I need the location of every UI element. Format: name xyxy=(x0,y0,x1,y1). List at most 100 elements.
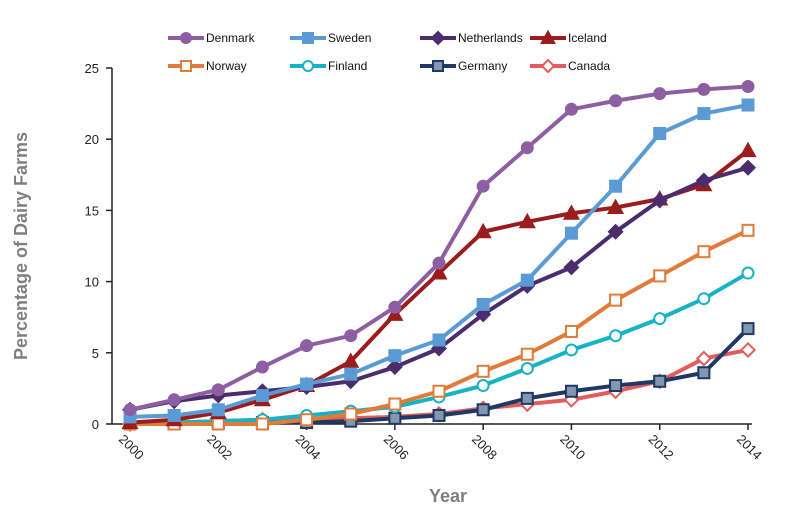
legend-label: Finland xyxy=(328,59,367,73)
data-point-denmark xyxy=(520,141,534,155)
data-point-sweden xyxy=(432,333,446,347)
data-point-sweden xyxy=(476,297,490,311)
legend-item-iceland: Iceland xyxy=(530,29,607,45)
data-point-denmark xyxy=(609,94,623,108)
legend-item-denmark: Denmark xyxy=(168,31,256,45)
data-point-netherlands xyxy=(651,192,668,209)
data-point-norway xyxy=(564,324,578,338)
data-point-denmark xyxy=(211,383,225,397)
legend-item-sweden: Sweden xyxy=(290,31,371,45)
data-point-norway xyxy=(300,413,314,427)
legend-label: Iceland xyxy=(568,31,607,45)
y-tick-label: 5 xyxy=(92,346,99,361)
data-point-germany xyxy=(520,391,534,405)
y-tick-label: 15 xyxy=(85,203,99,218)
legend-label: Denmark xyxy=(206,31,256,45)
legend-swatch-marker xyxy=(430,30,446,46)
x-tick-label: 2006 xyxy=(381,432,412,463)
series-denmark xyxy=(123,80,755,417)
data-point-germany xyxy=(432,408,446,422)
x-tick-label: 2004 xyxy=(292,432,323,463)
axes xyxy=(111,68,752,425)
data-point-sweden xyxy=(741,98,755,112)
legend-swatch-marker xyxy=(302,60,314,72)
data-point-norway xyxy=(653,269,667,283)
data-point-denmark xyxy=(388,300,402,314)
legend-item-netherlands: Netherlands xyxy=(420,30,523,46)
data-point-sweden xyxy=(653,127,667,141)
data-point-germany xyxy=(609,379,623,393)
data-point-germany xyxy=(741,322,755,336)
data-point-finland xyxy=(653,312,667,326)
y-tick-label: 25 xyxy=(85,61,99,76)
data-point-sweden xyxy=(388,349,402,363)
data-point-norway xyxy=(388,397,402,411)
data-point-norway xyxy=(520,347,534,361)
data-point-canada xyxy=(739,341,757,358)
data-point-norway xyxy=(432,384,446,398)
data-point-sweden xyxy=(300,377,314,391)
legend-item-finland: Finland xyxy=(290,59,367,73)
x-tick-label: 2008 xyxy=(469,432,500,463)
data-point-iceland xyxy=(606,198,625,215)
series-group xyxy=(121,80,757,433)
data-point-iceland xyxy=(342,352,360,368)
data-point-germany xyxy=(697,366,711,380)
data-point-canada xyxy=(695,350,712,367)
data-point-iceland xyxy=(562,204,581,220)
data-point-denmark xyxy=(432,256,446,270)
y-tick-label: 0 xyxy=(92,417,99,432)
data-point-denmark xyxy=(741,80,755,94)
data-point-finland xyxy=(476,379,490,393)
x-tick-label: 2014 xyxy=(734,432,765,463)
y-axis-title: Percentage of Dairy Farms xyxy=(11,132,31,360)
data-point-norway xyxy=(741,223,755,237)
data-point-denmark xyxy=(167,393,181,407)
legend-item-canada: Canada xyxy=(530,58,610,74)
data-point-netherlands xyxy=(386,359,403,376)
data-point-germany xyxy=(476,403,490,417)
data-point-sweden xyxy=(211,403,225,417)
data-point-norway xyxy=(609,293,623,307)
data-point-sweden xyxy=(255,389,269,403)
data-point-sweden xyxy=(609,179,623,193)
data-point-iceland xyxy=(518,212,536,229)
data-point-finland xyxy=(741,266,755,280)
data-point-denmark xyxy=(697,82,711,96)
legend-swatch-marker xyxy=(302,32,314,44)
legend-swatch-marker xyxy=(180,32,192,44)
data-point-norway xyxy=(211,417,225,431)
x-tick-label: 2010 xyxy=(557,432,588,463)
data-point-iceland xyxy=(474,222,492,239)
legend-item-norway: Norway xyxy=(168,59,247,73)
legend-label: Norway xyxy=(206,59,247,73)
data-point-finland xyxy=(609,329,623,343)
x-tick-label: 2002 xyxy=(204,432,235,463)
legend-label: Sweden xyxy=(328,31,371,45)
data-point-sweden xyxy=(167,408,181,422)
legend-label: Germany xyxy=(458,59,507,73)
data-point-finland xyxy=(520,361,534,375)
data-point-norway xyxy=(255,417,269,431)
data-point-netherlands xyxy=(739,159,757,176)
y-tick-label: 20 xyxy=(85,132,99,147)
data-point-norway xyxy=(344,407,358,421)
data-point-sweden xyxy=(344,367,358,381)
data-point-netherlands xyxy=(607,223,624,240)
data-point-netherlands xyxy=(563,259,580,276)
data-point-sweden xyxy=(697,107,711,121)
data-point-denmark xyxy=(255,360,269,374)
data-point-denmark xyxy=(344,329,358,343)
x-tick-label: 2000 xyxy=(116,432,147,463)
data-point-iceland xyxy=(430,264,448,280)
data-point-denmark xyxy=(564,102,578,116)
legend-label: Netherlands xyxy=(458,31,523,45)
data-point-sweden xyxy=(520,273,534,287)
data-point-finland xyxy=(697,292,711,306)
y-ticks: 0 5 10 15 20 25 xyxy=(85,61,112,432)
legend-swatch-marker xyxy=(540,58,556,74)
legend: Denmark Sweden Netherlands Iceland Norway Fin… xyxy=(168,29,610,74)
data-point-iceland xyxy=(739,141,757,158)
y-tick-label: 10 xyxy=(85,275,99,290)
